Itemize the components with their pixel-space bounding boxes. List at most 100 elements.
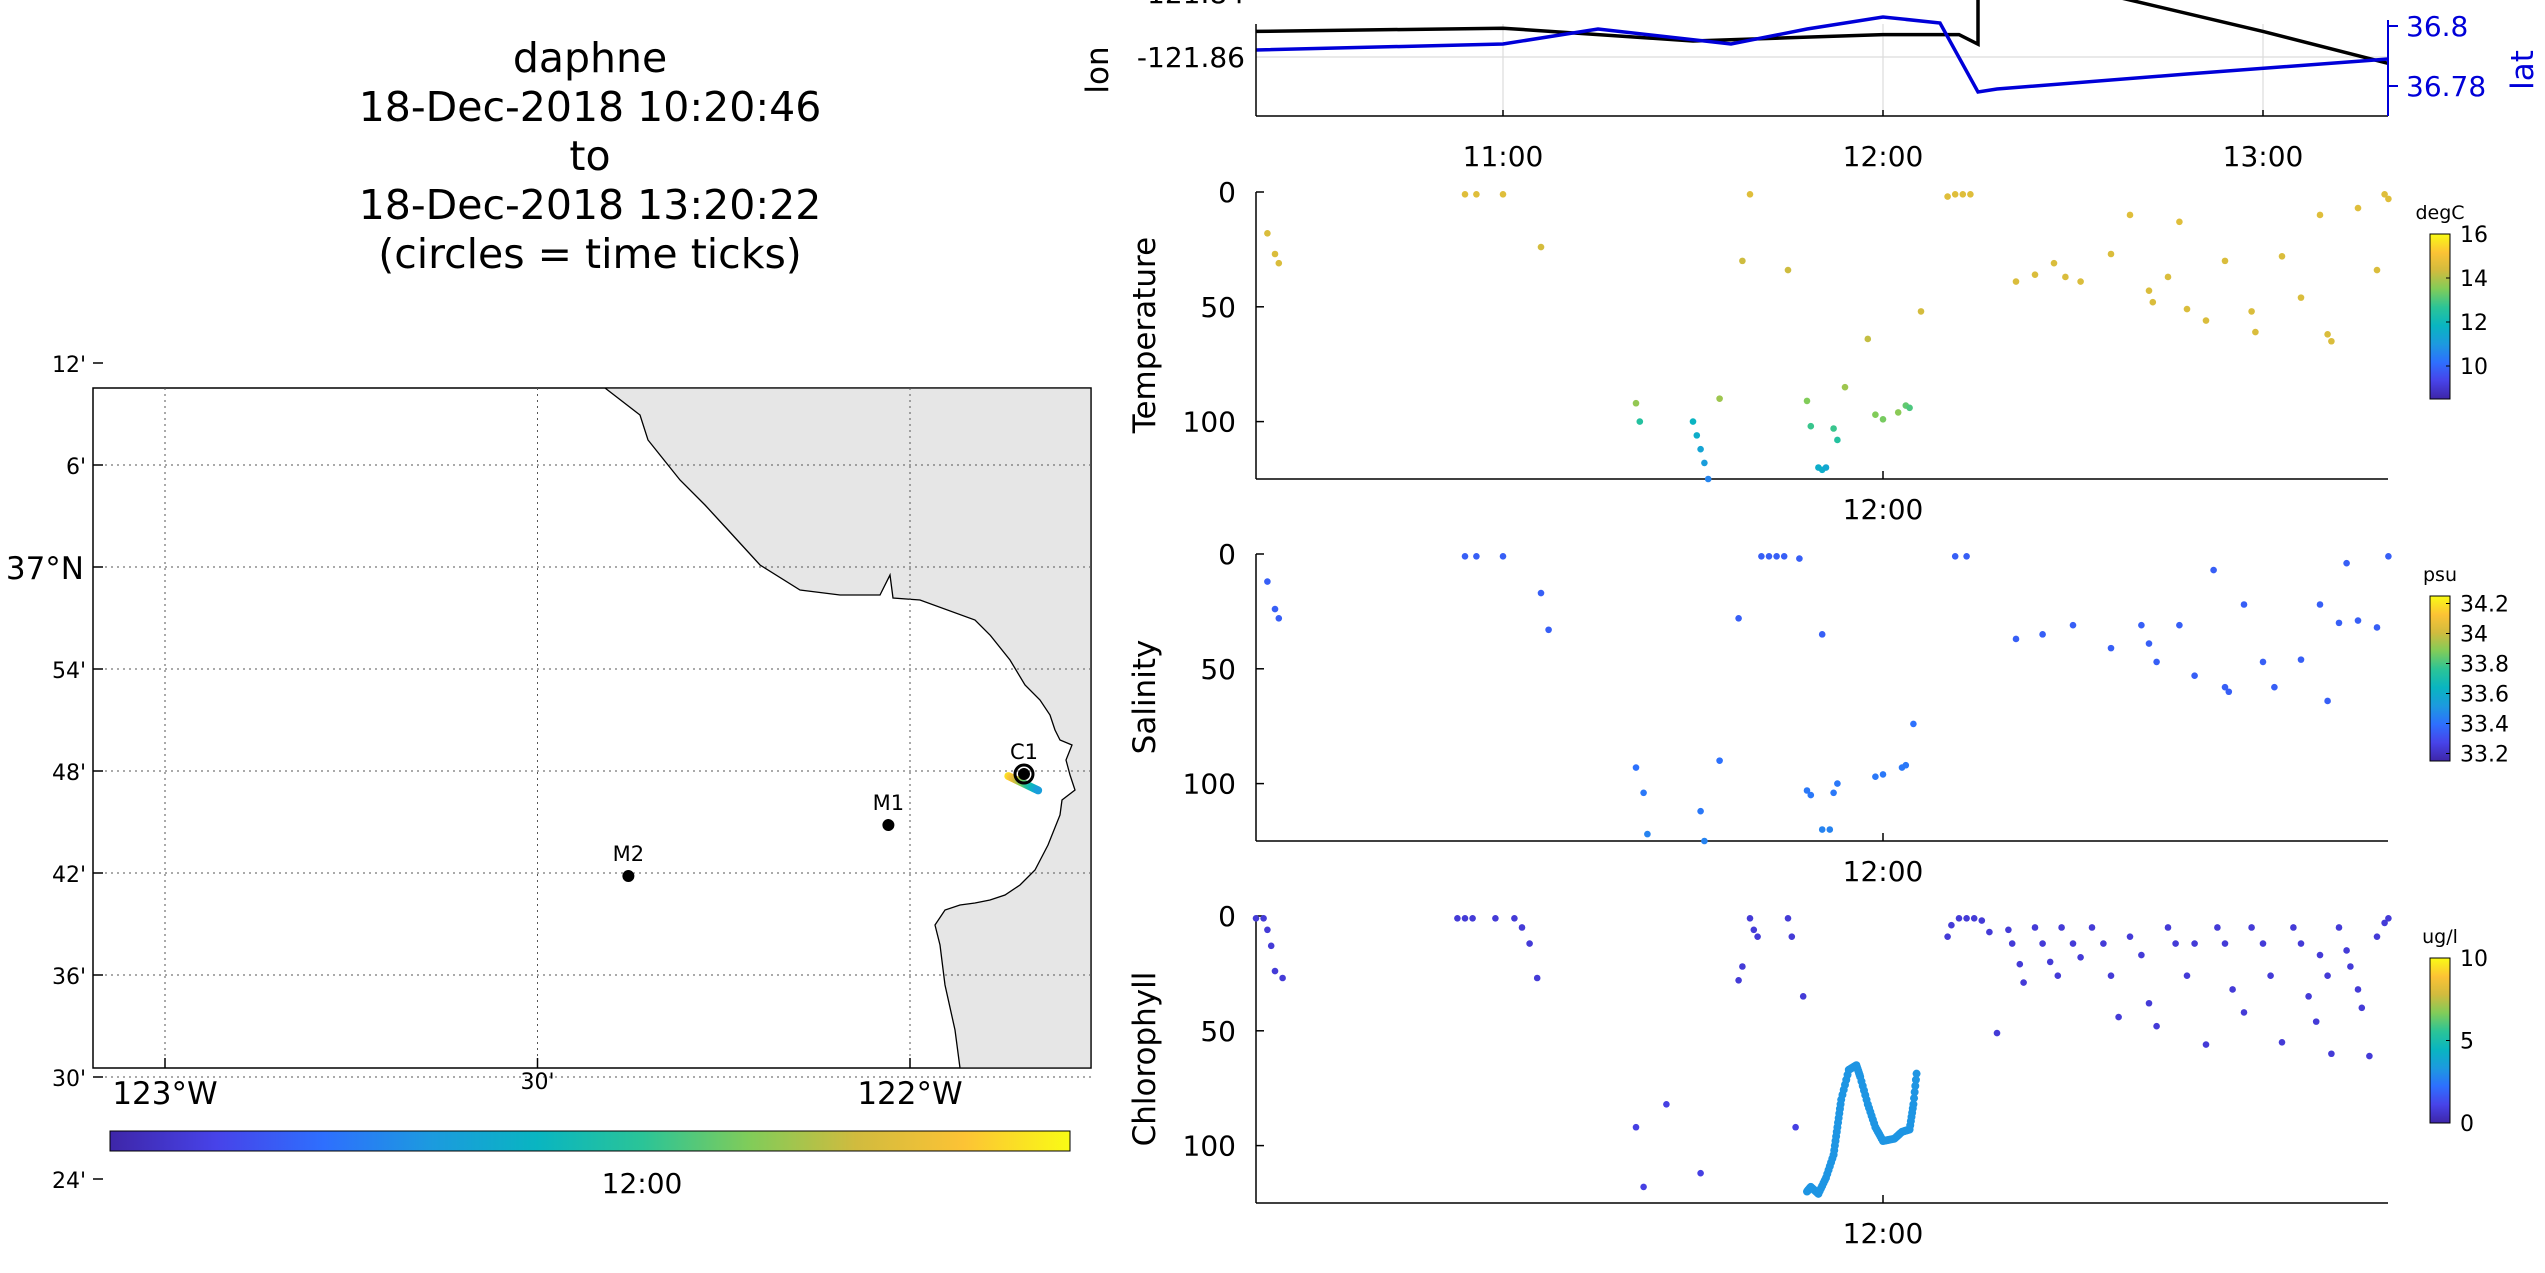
data-point [2221,257,2229,265]
data-point [2054,972,2062,979]
time-tick-label: 11:00 [1463,140,1544,173]
data-point [1271,250,1279,258]
profile-point [1910,1094,1919,1103]
depth-tick-label: 0 [1218,900,1236,933]
lon-tick-label: -121.84 [1137,0,1245,10]
data-point [2183,305,2191,313]
data-point [1788,933,1796,940]
data-point [2012,635,2020,643]
data-point [1750,926,1758,934]
lat-tick-label: 54' [52,659,86,684]
lat-tick-label: 24' [52,1169,86,1194]
data-point [1279,974,1286,982]
colorbar-tick-label: 33.6 [2460,683,2509,708]
lon-lat-timeseries: 11:00 12:00 13:00 -121.84 -121.86 36.8 36.78 l… [1080,0,2541,173]
data-point [1275,259,1283,267]
depth-tick-label: 50 [1200,653,1236,686]
data-point [1499,190,1507,198]
data-point [1872,411,1879,419]
data-point [2145,287,2153,295]
lon-lat-series [1255,0,2389,94]
data-point [2354,986,2362,993]
data-point [1689,418,1697,425]
data-point [1264,578,1271,585]
data-point [2347,963,2354,970]
data-point [2328,337,2335,345]
lon-lat-grid [1256,24,2388,116]
data-point [1944,193,1951,200]
data-point [2373,933,2381,940]
colorbar-tick-label: 16 [2460,223,2488,248]
data-point [2373,624,2381,631]
time-tick-label: 12:00 [1843,855,1924,888]
data-point [2016,960,2024,968]
colorbar-tick-label: 34.2 [2460,593,2509,618]
data-point [1492,914,1499,922]
data-point [1955,914,1963,922]
data-point [2172,940,2179,947]
data-point [1499,552,1507,560]
data-point [2164,273,2172,281]
data-point [2271,683,2278,691]
lat-tick-label: 12' [52,353,86,378]
data-point [1963,914,1970,922]
data-point [2366,1052,2373,1060]
data-point [1537,589,1545,597]
data-point [2259,940,2267,947]
depth-tick-label: 100 [1183,406,1236,439]
data-point [2069,621,2077,629]
data-point [2358,1004,2366,1012]
data-point [2252,328,2259,336]
data-point [2335,924,2343,931]
station-marker [882,819,895,832]
data-point [1454,914,1461,922]
profile-point [1911,1081,1920,1090]
data-point [2088,924,2096,931]
data-point [1784,914,1792,922]
data-point [1693,432,1701,439]
data-point [1834,780,1841,787]
data-point [1978,917,1986,924]
data-point [2062,273,2069,281]
data-point [2343,559,2350,567]
profile-point [1911,1075,1920,1084]
lon-tick-label: 30' [520,1070,554,1095]
data-point [1830,425,1837,432]
lat-tick-label: 36.78 [2406,70,2486,103]
title-line-note: (circles = time ticks) [378,230,802,278]
lat-tick-label: 6' [66,455,86,480]
data-point [1807,791,1815,799]
data-point [1632,399,1640,407]
depth-tick-label: 0 [1218,176,1236,209]
data-point [2305,993,2312,1000]
colorbar-tick-label: 34 [2460,623,2488,648]
y-axis-label: Chlorophyll [1127,972,1163,1147]
data-point [2020,979,2027,986]
data-point [1902,761,1910,769]
data-point [1252,914,1260,922]
data-point [1917,308,1925,315]
data-point [2149,298,2157,306]
map-lat-ticks: 12' 6' 37°N 54' 48' 42' 36' 30' 24' [6,353,103,1194]
data-point [1830,789,1837,797]
data-point [1264,926,1271,934]
data-point [2267,972,2274,979]
data-point [2316,951,2324,959]
data-point [1803,397,1811,405]
data-point [2039,940,2046,947]
data-point [1986,928,1993,936]
colorbar-tick-label: 10 [2460,355,2488,380]
data-point [2126,933,2134,940]
data-point [2058,924,2065,931]
data-point [2259,658,2267,666]
lon-axis-label: lon [1080,46,1116,93]
title-line-end: 18-Dec-2018 13:20:22 [358,181,822,229]
data-point [1826,826,1834,833]
data-point [1879,416,1887,423]
data-point [2069,940,2077,947]
data-point [1818,826,1826,833]
data-point [1780,552,1788,560]
data-point [1697,445,1704,453]
data-point [2145,640,2153,647]
